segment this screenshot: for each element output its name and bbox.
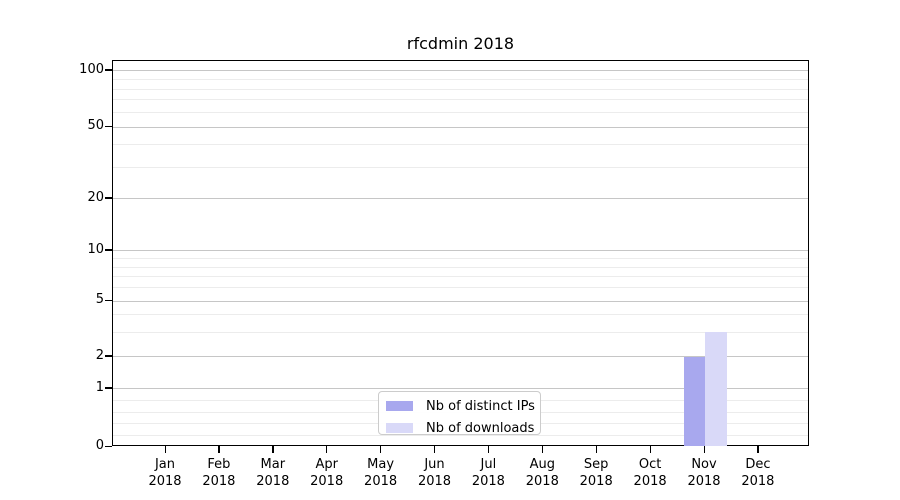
x-tick-label-mar: Mar 2018 [233,456,313,490]
x-tick-mark [164,446,166,453]
x-tick-mark [541,446,544,453]
y-tick-label: 10 [87,241,104,257]
y-tick-mark [105,387,112,389]
gridline-major [113,70,808,72]
plot-area: Nb of distinct IPs Nb of downloads [112,60,809,446]
legend-row-distinct-ips: Nb of distinct IPs [386,398,540,414]
gridline-minor [113,266,808,268]
y-tick-mark [105,299,112,301]
x-tick-month: Nov [691,457,717,472]
gridline-major [113,300,808,302]
x-tick-label-may: May 2018 [341,456,421,490]
x-tick-mark [649,446,651,453]
x-tick-month: Oct [638,457,662,472]
x-tick-mark [703,446,705,453]
y-tick-mark [105,355,112,357]
x-tick-year: 2018 [525,474,559,489]
x-tick-month: Apr [315,457,338,472]
x-tick-year: 2018 [687,474,721,489]
gridline-minor [113,276,808,278]
x-tick-mark [434,446,436,453]
x-tick-year: 2018 [471,474,505,489]
x-tick-month: Jun [424,457,445,472]
x-tick-label-jul: Jul 2018 [448,456,528,490]
x-tick-label-oct: Oct 2018 [610,456,690,490]
y-tick-label: 100 [79,61,104,77]
x-tick-mark [380,446,382,453]
legend: Nb of distinct IPs Nb of downloads [378,391,541,436]
x-tick-label-sep: Sep 2018 [556,456,636,490]
x-tick-label-jun: Jun 2018 [395,456,475,490]
gridline-minor [113,79,808,80]
x-tick-month: Dec [745,457,771,472]
bar-downloads-nov [705,332,727,446]
x-tick-year: 2018 [741,474,775,489]
y-tick-mark [105,249,112,251]
x-tick-label-apr: Apr 2018 [287,456,367,490]
x-tick-label-jan: Jan 2018 [125,456,205,490]
bar-distinct-ips-nov [683,356,705,446]
downloads-swatch-icon [386,423,413,433]
x-tick-mark [757,446,759,453]
legend-label-downloads: Nb of downloads [426,420,535,436]
x-tick-year: 2018 [202,474,236,489]
x-tick-year: 2018 [148,474,182,489]
distinct-ips-swatch-icon [386,401,413,411]
x-tick-mark [218,446,220,453]
x-tick-month: Aug [529,457,555,472]
y-tick-label: 1 [95,379,104,395]
x-tick-year: 2018 [310,474,344,489]
y-tick-label: 2 [95,347,104,363]
gridline-minor [113,287,808,289]
x-tick-mark [326,446,328,453]
x-tick-mark [487,446,490,453]
gridline-minor [113,111,808,113]
x-tick-month: Jan [154,457,176,472]
x-tick-month: Sep [583,457,609,472]
y-tick-mark [105,69,112,71]
x-tick-year: 2018 [579,474,613,489]
x-tick-month: May [367,457,395,472]
gridline-minor [113,144,808,146]
gridline-minor [113,314,808,316]
chart-title: rfcdmin 2018 [406,34,515,53]
x-tick-label-aug: Aug 2018 [502,456,582,490]
x-tick-year: 2018 [417,474,452,489]
x-tick-month: Jul [480,457,497,472]
gridline-minor [113,434,808,436]
y-tick-label: 20 [87,189,104,205]
gridline-major [113,388,808,390]
x-tick-month: Feb [207,457,231,472]
x-tick-year: 2018 [256,474,290,489]
x-tick-label-feb: Feb 2018 [179,456,259,490]
x-tick-mark [595,446,597,453]
x-tick-year: 2018 [364,474,398,489]
y-tick-label: 50 [87,118,104,133]
gridline-minor [113,99,808,101]
legend-row-downloads: Nb of downloads [386,420,540,436]
y-tick-mark [105,197,112,199]
gridline-minor [113,258,808,260]
gridline-major [113,198,808,200]
gridline-major [113,250,808,252]
y-tick-label: 0 [95,438,104,453]
y-tick-mark [105,445,112,447]
x-tick-label-nov: Nov 2018 [664,456,744,490]
gridline-minor [113,331,808,333]
x-tick-label-dec: Dec 2018 [718,456,798,490]
gridline-minor [113,166,808,168]
y-tick-mark [105,125,112,127]
y-tick-label: 5 [95,292,104,307]
gridline-minor [113,88,808,90]
gridline-major [113,126,808,128]
x-tick-year: 2018 [633,474,667,489]
legend-label-distinct-ips: Nb of distinct IPs [426,398,535,414]
x-tick-mark [272,446,274,453]
x-tick-month: Mar [260,457,286,472]
gridline-major [113,356,808,358]
